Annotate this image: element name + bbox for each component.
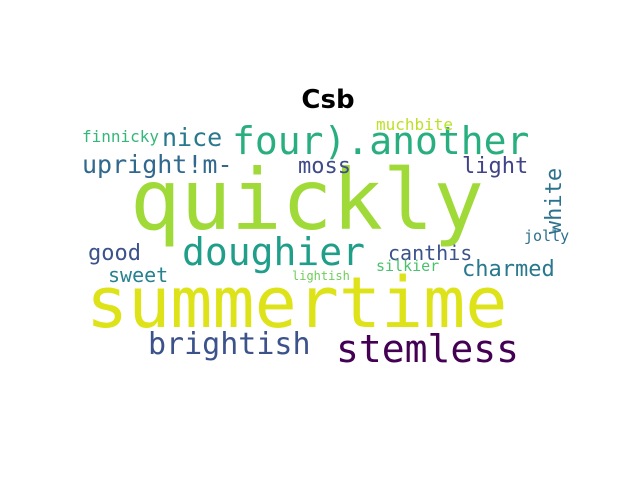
word-stemless: stemless	[336, 327, 520, 371]
word-brightish: brightish	[148, 327, 311, 362]
word-sweet: sweet	[108, 263, 169, 287]
word-quickly: quickly	[130, 151, 485, 249]
word-lightish: lightish	[292, 269, 350, 283]
word-finnicky: finnicky	[82, 127, 160, 146]
figure-title: Csb	[301, 85, 355, 115]
word-white: white	[542, 167, 568, 235]
word-summertime: summertime	[86, 262, 508, 344]
word-muchbite: muchbite	[376, 115, 454, 134]
word-upright: upright!m-	[82, 150, 233, 179]
word-four-another: four).another	[232, 119, 530, 163]
word-good: good	[88, 241, 141, 266]
word-silkier: silkier	[376, 257, 440, 275]
word-moss: moss	[298, 154, 351, 179]
word-doughier: doughier	[182, 230, 366, 274]
word-canthis: canthis	[388, 241, 473, 265]
word-jolly: jolly	[524, 227, 570, 245]
word-nice: nice	[162, 123, 223, 152]
word-charmed: charmed	[462, 257, 555, 282]
word-light: light	[462, 154, 529, 179]
